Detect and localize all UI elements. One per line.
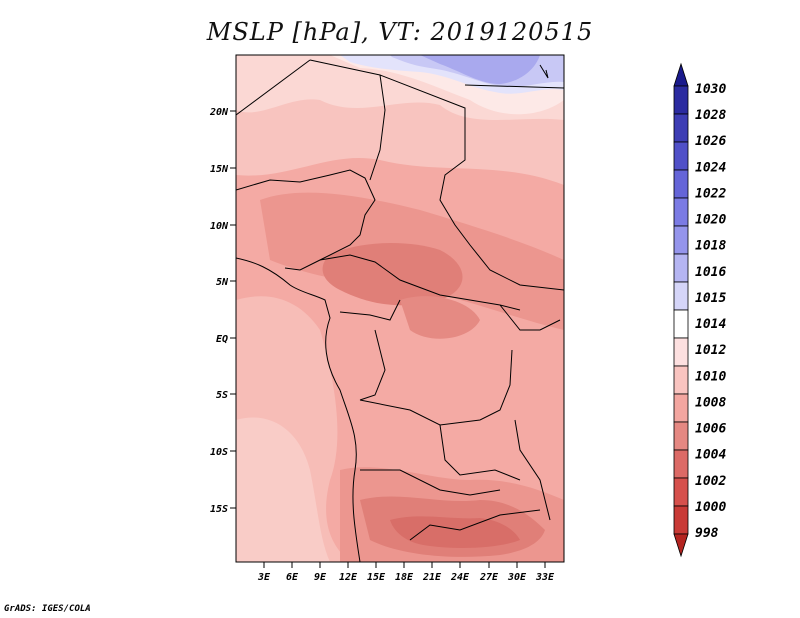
chart-title: MSLP [hPa], VT: 2019120515 — [206, 18, 594, 46]
colorbar-cell — [673, 421, 689, 451]
colorbar-cell — [673, 365, 689, 395]
lon-axis: 3E 6E 9E 12E 15E 18E 21E 24E 27E 30E 33E — [257, 562, 555, 583]
field-congo-1006 — [400, 296, 480, 339]
lat-label: 5S — [216, 390, 228, 401]
colorbar-cell — [673, 309, 689, 339]
border-mali — [236, 59, 311, 116]
colorbar-cell — [673, 505, 689, 535]
coastline-west — [236, 257, 361, 562]
colorbar-cell — [673, 141, 689, 171]
colorbar-label: 1022 — [695, 186, 726, 201]
field-south-1002 — [390, 516, 520, 548]
border-malawi — [514, 419, 551, 521]
lat-label: EQ — [216, 334, 228, 345]
lon-label: 3E — [257, 572, 271, 583]
lon-label: 21E — [422, 572, 442, 583]
colorbar-cell — [673, 477, 689, 507]
colorbar-cell — [673, 113, 689, 143]
lat-axis: 20N 15N 10N 5N EQ 5S 10S 15S — [209, 107, 236, 515]
field-atlantic-1012 — [236, 417, 330, 562]
border-drc-south — [359, 349, 513, 426]
lon-label: 27E — [479, 572, 499, 583]
colorbar-label: 1006 — [695, 422, 726, 437]
colorbar-label: 1018 — [695, 239, 726, 254]
lon-label: 6E — [286, 572, 299, 583]
border-angola-namibia — [360, 469, 501, 496]
colorbar-label: 1002 — [695, 474, 726, 489]
colorbar-label: 998 — [695, 526, 719, 541]
lon-label: 30E — [507, 572, 527, 583]
colorbar-label: 1016 — [695, 265, 726, 280]
border-car — [319, 254, 521, 311]
colorbar-label: 1020 — [695, 213, 726, 228]
lon-label: 33E — [535, 572, 555, 583]
colorbar-cell — [673, 281, 689, 311]
colorbar-cell — [673, 449, 689, 479]
lon-label: 9E — [314, 572, 327, 583]
lat-label: 15N — [210, 164, 229, 175]
colorbar-label: 1015 — [695, 291, 726, 306]
lat-label: 15S — [210, 504, 228, 515]
colorbar-cell — [673, 253, 689, 283]
lon-label: 18E — [395, 572, 414, 583]
colorbar-cell — [673, 225, 689, 255]
border-gabon-congo — [339, 299, 401, 321]
colorbar-label: 1010 — [695, 369, 726, 384]
lon-label: 24E — [450, 572, 470, 583]
colorbar-label: 1030 — [695, 82, 726, 97]
border-zambezi — [409, 509, 541, 541]
colorbar: 1030 1028 1026 1024 1022 1020 1018 1016 1015 1014… — [673, 62, 726, 558]
colorbar-cell — [673, 337, 689, 367]
lat-label: 5N — [216, 277, 229, 288]
colorbar-cell — [673, 169, 689, 199]
border-niger — [369, 74, 386, 181]
country-borders — [236, 59, 564, 562]
colorbar-cell — [673, 62, 689, 87]
coast-ne — [539, 64, 549, 79]
colorbar-label: 1024 — [695, 160, 726, 175]
colorbar-label: 1028 — [695, 108, 726, 123]
field-high-1018 — [420, 55, 540, 84]
border-chad-sudan — [309, 59, 564, 291]
pressure-field — [236, 55, 564, 562]
grads-credit: GrADS: IGES/COLA — [4, 604, 91, 614]
lon-label: 12E — [339, 572, 358, 583]
colorbar-label: 1008 — [695, 395, 726, 410]
lat-label: 20N — [209, 107, 229, 118]
lon-label: 15E — [367, 572, 386, 583]
colorbar-label: 1004 — [695, 448, 726, 463]
colorbar-label: 1000 — [695, 500, 726, 515]
colorbar-cell — [673, 533, 689, 558]
colorbar-label: 1014 — [695, 317, 726, 332]
colorbar-cell — [673, 85, 689, 115]
colorbar-cell — [673, 197, 689, 227]
colorbar-label: 1026 — [695, 134, 726, 149]
lat-label: 10S — [210, 447, 228, 458]
border-congo-drc — [359, 329, 386, 401]
colorbar-cell — [673, 393, 689, 423]
border-angola-zambia — [439, 424, 521, 481]
border-libya-egypt — [464, 84, 564, 89]
lat-label: 10N — [210, 221, 229, 232]
map-frame — [235, 54, 565, 563]
border-east — [499, 304, 561, 331]
colorbar-label: 1012 — [695, 343, 726, 358]
